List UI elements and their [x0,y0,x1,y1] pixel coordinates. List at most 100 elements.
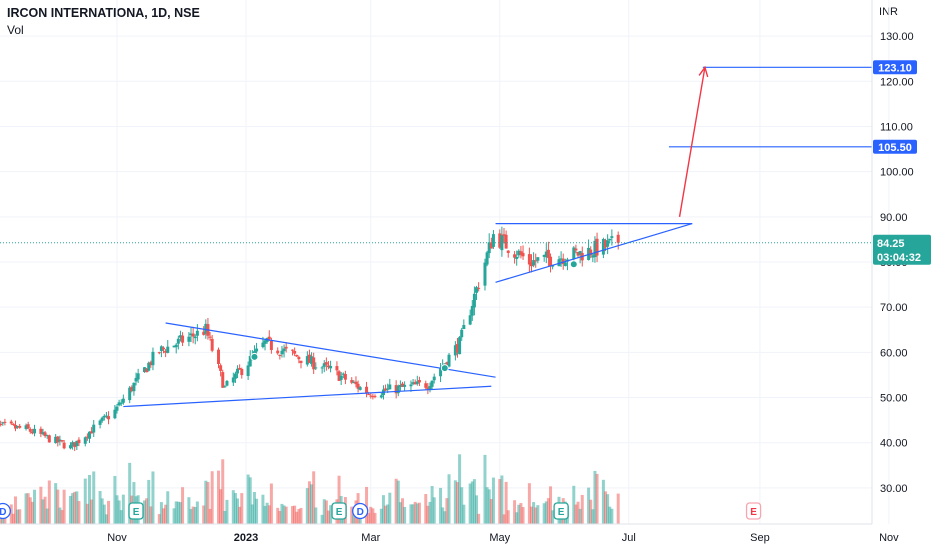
candle-body [491,234,495,247]
volume-bar [384,505,388,524]
candle-body [542,254,546,257]
candle-body [43,432,47,437]
y-tick-label: 30.00 [880,483,908,495]
x-tick-label: Jul [622,532,636,544]
candle-body [9,421,13,424]
volume-bar [166,491,170,524]
candle-body [447,354,451,367]
target-level-badge [873,60,917,75]
volume-bar [445,498,449,524]
volume-bar [388,492,392,524]
volume-bar [373,512,377,524]
volume-bar [379,508,383,524]
volume-bar [26,493,30,524]
candle-body [85,436,89,438]
volume-bar [113,475,117,524]
volume-bar [500,475,504,524]
candle-body [276,350,280,354]
volume-bar [295,511,299,524]
volume-bar [284,506,288,524]
volume-legend-label[interactable]: Vol [7,23,24,37]
candle-body [18,425,22,428]
symbol-title[interactable]: IRCON INTERNATIONA, 1D, NSE [7,6,200,20]
y-tick-label: 70.00 [880,302,908,314]
candle-body [356,383,360,389]
volume-bar [616,493,620,524]
x-tick-label: Nov [879,532,899,544]
candle-body [77,439,81,444]
volume-bar [367,512,371,524]
volume-bar [394,478,398,524]
candle-body [485,252,489,265]
candle-body [470,305,474,316]
volume-bar [181,487,185,524]
candle-body [248,355,252,367]
volume-bar [280,503,284,524]
volume-bar [269,483,273,524]
volume-bar [326,510,330,524]
candle-body [71,442,75,446]
candle-body [310,356,314,364]
y-tick-label: 130.00 [880,31,914,43]
candle-body [291,349,295,351]
y-tick-label: 50.00 [880,393,908,405]
volume-bar [521,507,525,524]
candle-body [394,385,398,394]
candle-body [616,234,620,243]
volume-bar [282,505,286,524]
volume-bar [278,510,282,524]
volume-bar [544,501,548,524]
volume-bar [246,474,250,524]
candle-body [263,340,267,344]
volume-bar [54,483,58,524]
candle-body [415,381,419,384]
volume-bar [176,501,180,524]
volume-bar [30,501,34,524]
candle-body [280,350,284,355]
candle-body [60,440,64,442]
volume-bar [324,500,328,524]
candle-body [47,435,51,443]
candle-body [100,417,104,421]
volume-bar [149,506,153,524]
candle-body [320,367,324,369]
candle-body [549,256,553,267]
volume-bar [542,503,546,524]
candle-body [204,323,208,334]
volume-bar [293,505,297,524]
candle-body [574,248,578,251]
candle-body [136,373,140,380]
volume-bar [580,494,584,524]
candle-body [221,372,225,388]
volume-bar [551,510,555,524]
candle-body [33,428,37,434]
volume-bar [189,509,193,524]
candle-body [439,368,443,377]
volume-bar [593,470,597,524]
candle-body [536,257,540,261]
volume-bar [546,498,550,524]
volume-bar [58,507,62,524]
candle-body [0,424,3,426]
volume-bar [24,493,28,524]
candle-body [164,350,168,353]
candle-body [30,431,34,434]
candle-body [41,432,45,435]
volume-bar [574,504,578,524]
volume-bar [261,494,265,524]
candle-body [83,437,87,444]
candle-body [502,234,506,236]
earnings-event-marker [553,502,569,520]
candle-body [305,356,309,365]
volume-bar [240,493,244,524]
volume-bar [470,481,474,524]
candle-body [329,365,333,369]
candle-body [475,287,479,293]
x-tick-label: 2023 [234,532,258,544]
candle-body [39,428,43,434]
candle-body [210,338,214,351]
candle-body [202,331,206,335]
volume-bar [604,491,608,524]
